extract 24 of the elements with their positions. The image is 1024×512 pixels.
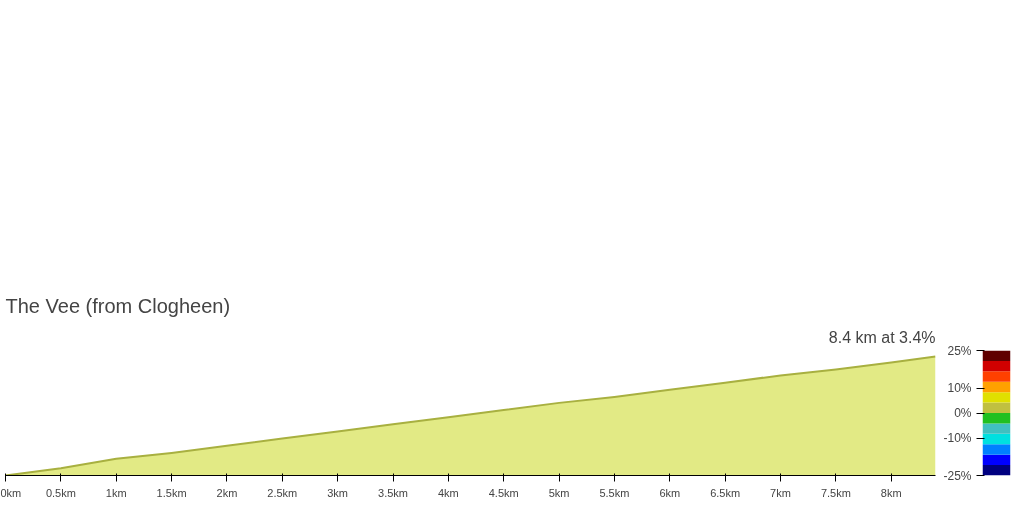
x-tick-label: 3km — [327, 486, 349, 499]
x-tick-label: 7.5km — [820, 486, 851, 499]
color-bar-label: 0% — [954, 406, 972, 420]
x-tick-label: 2.5km — [267, 486, 298, 499]
x-tick-label: 4km — [437, 486, 459, 499]
chart-title: The Vee (from Clogheen) — [5, 294, 231, 317]
x-tick-label: 8km — [880, 486, 902, 499]
x-tick-label: 2km — [216, 486, 238, 499]
x-tick-label: 7km — [770, 486, 791, 499]
color-bar-label: 25% — [947, 343, 972, 358]
color-bar-label: 10% — [947, 381, 972, 395]
x-tick-label: 3.5km — [378, 486, 408, 499]
x-tick-label: 1km — [105, 486, 127, 499]
color-bar-label: -25% — [943, 468, 972, 483]
x-tick-label: 1.5km — [156, 486, 187, 499]
x-tick-label: 4.5km — [488, 486, 519, 499]
x-tick-label: 0km — [0, 486, 22, 499]
x-tick-label: 5.5km — [599, 486, 630, 499]
x-tick-label: 6km — [659, 486, 681, 499]
x-tick-label: 6.5km — [710, 486, 741, 499]
x-tick-label: 0.5km — [45, 486, 76, 499]
chart-subtitle: 8.4 km at 3.4% — [828, 328, 936, 346]
color-bar-label: -10% — [943, 431, 972, 445]
x-tick-label: 5km — [548, 486, 570, 499]
